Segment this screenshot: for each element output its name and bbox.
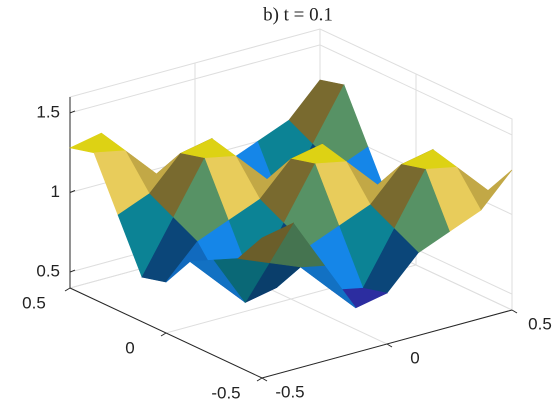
y-tick (64, 287, 71, 292)
surface-patch (237, 222, 295, 264)
surface-patch (69, 132, 127, 154)
y-tick-label: 0.5 (22, 293, 46, 312)
z-tick (69, 190, 76, 193)
y-tick (256, 377, 263, 382)
grid-line (165, 74, 417, 334)
z-tick (69, 269, 76, 273)
x-tick-label: 0 (410, 348, 419, 367)
y-tick-label: -0.5 (211, 383, 240, 402)
y-tick-label: 0 (125, 338, 134, 357)
z-tick-label: 0.5 (36, 262, 60, 281)
x-tick-label: -0.5 (275, 382, 304, 401)
grid-line (69, 44, 513, 136)
z-tick (69, 110, 76, 114)
axis-line (69, 287, 513, 379)
z-tick-label: 1 (51, 182, 60, 201)
chart-title: b) t = 0.1 (263, 4, 333, 25)
x-tick-label: 0.5 (528, 314, 552, 333)
y-tick (160, 332, 167, 337)
z-tick-label: 1.5 (36, 102, 60, 121)
x-tick (511, 309, 518, 314)
x-tick (261, 377, 268, 382)
x-tick (386, 343, 393, 348)
